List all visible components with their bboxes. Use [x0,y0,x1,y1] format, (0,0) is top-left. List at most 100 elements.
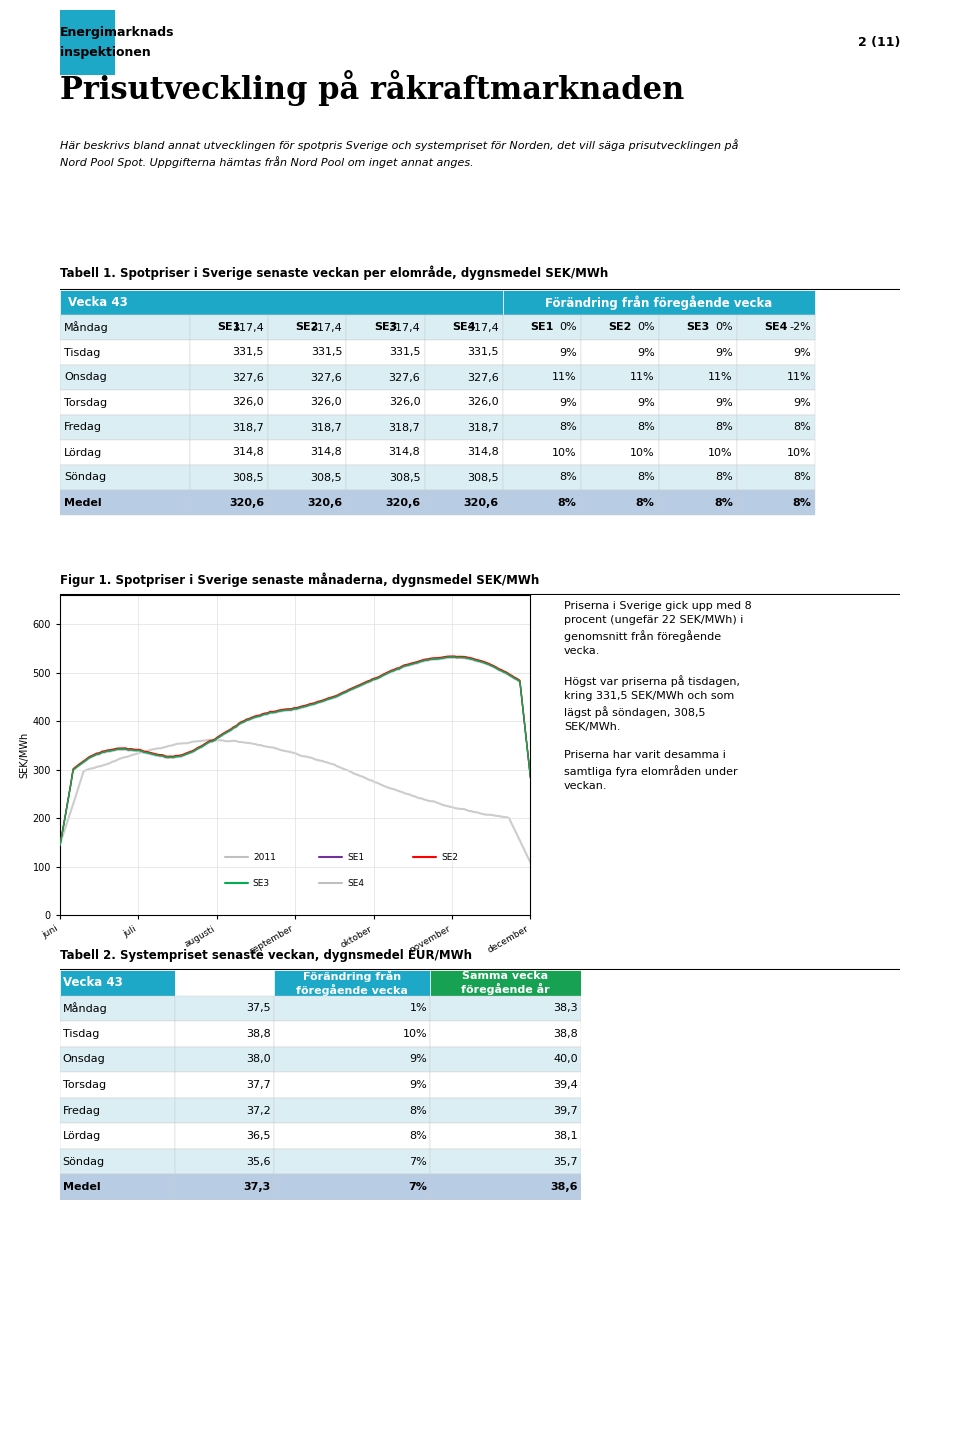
Text: Här beskrivs bland annat utvecklingen för spotpris Sverige och systempriset för : Här beskrivs bland annat utvecklingen fö… [60,139,738,168]
Text: 8%: 8% [793,472,811,482]
Text: Prisutveckling på råkraftmarknaden: Prisutveckling på råkraftmarknaden [60,69,684,106]
FancyBboxPatch shape [190,441,268,465]
FancyBboxPatch shape [190,415,268,441]
Text: Vecka 43: Vecka 43 [62,976,122,989]
Text: 10%: 10% [786,448,811,458]
FancyBboxPatch shape [503,441,581,465]
FancyBboxPatch shape [659,340,737,364]
FancyBboxPatch shape [737,316,815,340]
Text: 10%: 10% [402,1029,427,1039]
Text: Måndag: Måndag [62,1003,108,1015]
Text: 317,4: 317,4 [232,323,264,333]
Text: 11%: 11% [708,373,732,383]
Text: Medel: Medel [64,498,102,508]
Text: 331,5: 331,5 [232,347,264,357]
FancyBboxPatch shape [60,316,190,340]
Text: 37,5: 37,5 [247,1003,271,1013]
Text: 8%: 8% [559,422,577,432]
FancyBboxPatch shape [503,489,581,515]
FancyBboxPatch shape [581,316,659,340]
FancyBboxPatch shape [60,364,190,390]
Text: 37,2: 37,2 [246,1105,271,1115]
FancyBboxPatch shape [60,390,190,415]
FancyBboxPatch shape [503,364,581,390]
FancyBboxPatch shape [430,996,581,1022]
Text: Medel: Medel [62,1182,100,1192]
Text: 38,8: 38,8 [246,1029,271,1039]
Text: 317,4: 317,4 [389,323,420,333]
FancyBboxPatch shape [268,465,347,489]
FancyBboxPatch shape [503,390,581,415]
Text: 318,7: 318,7 [232,422,264,432]
Text: 38,0: 38,0 [247,1055,271,1065]
FancyBboxPatch shape [190,316,268,340]
Text: Onsdag: Onsdag [64,373,107,383]
Text: Priserna i Sverige gick upp med 8
procent (ungefär 22 SEK/MWh) i
genomsnitt från: Priserna i Sverige gick upp med 8 procen… [564,601,752,791]
Text: 8%: 8% [558,498,577,508]
Text: SE2: SE2 [609,323,632,333]
FancyBboxPatch shape [190,489,268,515]
Text: 7%: 7% [409,1157,427,1167]
Text: 9%: 9% [793,397,811,408]
FancyBboxPatch shape [430,1149,581,1174]
Text: Torsdag: Torsdag [64,397,108,408]
FancyBboxPatch shape [60,1022,175,1046]
Text: 326,0: 326,0 [311,397,342,408]
FancyBboxPatch shape [430,1124,581,1149]
FancyBboxPatch shape [424,415,503,441]
FancyBboxPatch shape [430,1072,581,1098]
FancyBboxPatch shape [430,1022,581,1046]
Text: 8%: 8% [714,498,732,508]
FancyBboxPatch shape [347,316,424,340]
FancyBboxPatch shape [268,489,347,515]
Text: 318,7: 318,7 [467,422,498,432]
FancyBboxPatch shape [503,316,581,340]
FancyBboxPatch shape [274,1046,430,1072]
Text: -2%: -2% [789,323,811,333]
FancyBboxPatch shape [430,1174,581,1200]
FancyBboxPatch shape [659,465,737,489]
FancyBboxPatch shape [581,316,659,340]
FancyBboxPatch shape [737,489,815,515]
FancyBboxPatch shape [424,390,503,415]
Text: 40,0: 40,0 [554,1055,578,1065]
FancyBboxPatch shape [274,970,430,996]
Text: 9%: 9% [409,1055,427,1065]
Text: SE2: SE2 [441,852,458,862]
FancyBboxPatch shape [175,1124,274,1149]
FancyBboxPatch shape [737,364,815,390]
FancyBboxPatch shape [737,390,815,415]
FancyBboxPatch shape [60,441,190,465]
Text: Onsdag: Onsdag [62,1055,106,1065]
Text: 2011: 2011 [252,852,276,862]
Text: 35,6: 35,6 [247,1157,271,1167]
Text: 39,7: 39,7 [554,1105,578,1115]
Text: 327,6: 327,6 [467,373,498,383]
FancyBboxPatch shape [424,316,503,340]
Text: 0%: 0% [559,323,577,333]
FancyBboxPatch shape [430,970,581,996]
FancyBboxPatch shape [347,340,424,364]
Text: 38,6: 38,6 [551,1182,578,1192]
Text: 38,8: 38,8 [554,1029,578,1039]
FancyBboxPatch shape [274,1124,430,1149]
Text: 327,6: 327,6 [232,373,264,383]
Text: 9%: 9% [715,397,732,408]
Text: 39,4: 39,4 [554,1081,578,1091]
Text: Tisdag: Tisdag [64,347,101,357]
Text: 38,1: 38,1 [554,1131,578,1141]
FancyBboxPatch shape [430,1098,581,1124]
Text: 8%: 8% [409,1105,427,1115]
Text: 320,6: 320,6 [385,498,420,508]
Text: 331,5: 331,5 [389,347,420,357]
FancyBboxPatch shape [424,316,503,340]
FancyBboxPatch shape [175,1149,274,1174]
Text: 9%: 9% [637,347,655,357]
FancyBboxPatch shape [659,441,737,465]
Text: 8%: 8% [637,422,655,432]
FancyBboxPatch shape [347,489,424,515]
FancyBboxPatch shape [581,465,659,489]
FancyBboxPatch shape [60,970,175,996]
FancyBboxPatch shape [175,1022,274,1046]
Text: 9%: 9% [637,397,655,408]
